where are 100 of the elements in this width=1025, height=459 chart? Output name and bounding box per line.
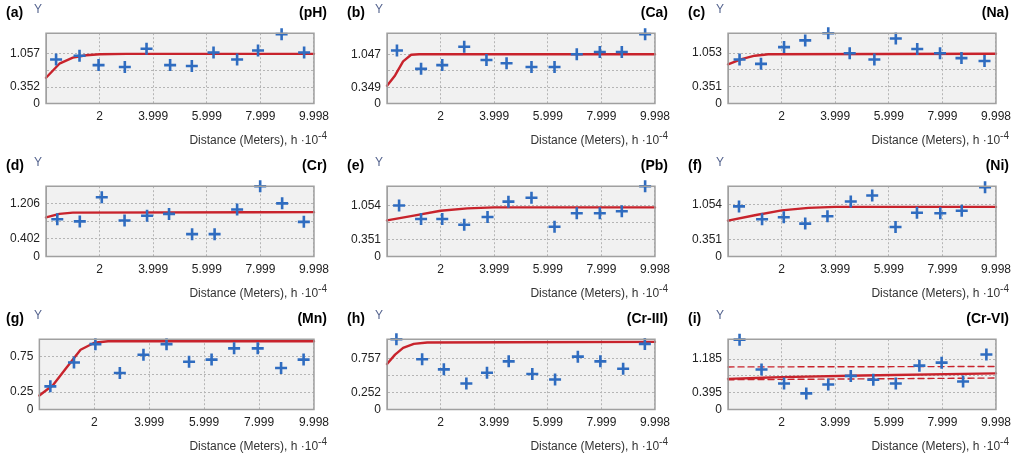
x-tick-label: 3.999 — [820, 109, 851, 124]
point — [162, 57, 178, 73]
point — [842, 46, 858, 61]
x-tick-label: 9.998 — [980, 262, 1012, 277]
point — [979, 347, 994, 362]
x-tick-label: 3.999 — [479, 109, 510, 124]
x-axis-title: Distance (Meters), h ·10$^{-4}$ — [530, 130, 668, 147]
point — [547, 372, 563, 387]
x-tick-label: 2 — [90, 415, 98, 430]
chart-subtitle: (Cr-III) — [626, 310, 668, 326]
x-tick-label: 5.999 — [532, 262, 564, 277]
point — [229, 52, 245, 67]
point — [888, 219, 903, 235]
y-axis-title: Y — [375, 2, 384, 16]
y-tick-label: 1.054 — [351, 198, 382, 213]
point — [274, 196, 290, 211]
point — [501, 194, 516, 209]
point — [912, 358, 927, 373]
point — [273, 360, 289, 376]
y-axis-title: Y — [375, 155, 384, 169]
y-tick-label: 0 — [715, 401, 723, 416]
x-tick-label: 5.999 — [191, 262, 223, 277]
x-tick-label: 9.998 — [298, 109, 330, 124]
point — [161, 206, 177, 222]
point — [637, 178, 653, 194]
x-axis-title: Distance (Meters), h ·10$^{-4}$ — [189, 436, 327, 453]
point — [524, 190, 539, 206]
x-tick-label: 2 — [778, 109, 786, 124]
point — [797, 33, 813, 48]
x-tick-label: 7.999 — [927, 262, 958, 277]
point — [753, 56, 769, 72]
x-tick-label: 5.999 — [532, 415, 564, 430]
x-axis-title: Distance (Meters), h ·10$^{-4}$ — [871, 283, 1009, 300]
point — [139, 208, 155, 223]
point — [909, 205, 925, 221]
chart-subtitle: (pH) — [299, 4, 327, 20]
point — [754, 211, 770, 227]
x-tick-label: 5.999 — [532, 109, 564, 124]
point — [776, 39, 792, 55]
point — [181, 354, 197, 370]
x-axis-title: Distance (Meters), h ·10$^{-4}$ — [871, 436, 1009, 453]
y-axis-title: Y — [716, 155, 725, 169]
y-tick-label: 0 — [26, 401, 34, 416]
y-tick-label: 1.057 — [10, 46, 41, 61]
x-tick-label: 3.999 — [820, 262, 851, 277]
x-tick-label: 7.999 — [244, 415, 275, 430]
x-tick-label: 5.999 — [191, 109, 223, 124]
x-axis-title: Distance (Meters), h ·10$^{-4}$ — [189, 283, 327, 300]
x-tick-label: 5.999 — [873, 415, 905, 430]
point — [459, 376, 474, 391]
chart-subtitle: (Ca) — [640, 4, 668, 20]
chart-title: (c) — [688, 4, 706, 20]
point — [184, 58, 200, 74]
point — [456, 217, 472, 233]
chart-subtitle: (Mn) — [297, 310, 327, 326]
x-tick-label: 2 — [96, 262, 104, 277]
point — [66, 355, 82, 370]
point — [413, 61, 429, 77]
y-tick-label: 1.206 — [10, 195, 41, 210]
y-axis-title: Y — [34, 155, 43, 169]
point — [112, 365, 128, 381]
point — [797, 216, 813, 231]
point — [389, 43, 405, 58]
chart-title: (f) — [688, 157, 702, 173]
x-tick-label: 2 — [778, 262, 786, 277]
point — [296, 352, 311, 367]
point — [820, 208, 835, 224]
chart-subtitle: (Cr) — [302, 157, 327, 173]
point — [72, 48, 87, 64]
point — [91, 57, 106, 73]
y-tick-label: 0.757 — [351, 351, 382, 366]
point — [206, 45, 221, 60]
point — [49, 211, 65, 227]
point — [250, 43, 266, 58]
point — [524, 366, 540, 382]
x-tick-label: 9.998 — [298, 415, 330, 430]
y-axis-title: Y — [34, 308, 43, 322]
x-tick-label: 3.999 — [479, 415, 510, 430]
chart-title: (a) — [6, 4, 24, 20]
point — [252, 178, 268, 194]
x-tick-label: 7.999 — [245, 109, 276, 124]
x-tick-label: 9.998 — [980, 109, 1012, 124]
point — [570, 349, 586, 364]
y-tick-label: 0.349 — [351, 79, 382, 94]
chart-subtitle: (Ni) — [985, 157, 1009, 173]
point — [909, 41, 925, 57]
chart-title: (b) — [347, 4, 365, 20]
point — [614, 203, 630, 219]
chart-title: (i) — [688, 310, 702, 326]
point — [547, 59, 562, 75]
y-tick-label: 0 — [374, 95, 382, 110]
chart-title: (h) — [347, 310, 365, 326]
x-tick-label: 5.999 — [189, 415, 220, 430]
y-axis-title: Y — [716, 2, 725, 16]
point — [865, 372, 881, 388]
chart-title: (g) — [6, 310, 24, 326]
chart-subtitle: (Cr-VI) — [966, 310, 1009, 326]
y-tick-label: 1.053 — [692, 45, 723, 60]
point — [524, 59, 539, 75]
point — [207, 226, 222, 242]
